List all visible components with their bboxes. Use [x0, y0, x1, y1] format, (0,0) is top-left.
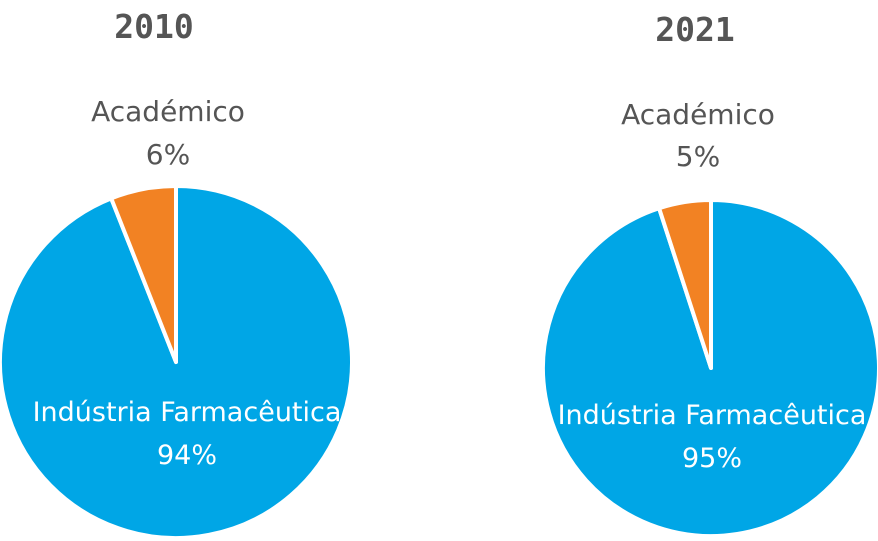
- pie-slice-academico: [657, 198, 713, 370]
- pie-chart-2010: 2010 Académico 6% Indústria Farmacêutica…: [0, 7, 354, 540]
- slice-label-academico-2021: Académico: [621, 98, 775, 131]
- chart-title-2021: 2021: [655, 10, 734, 49]
- slice-value-industria-2010: 94%: [157, 440, 217, 471]
- slice-label-industria-2021: Indústria Farmacêutica: [558, 400, 867, 431]
- pie-chart-2021: 2021 Académico 5% Indústria Farmacêutica…: [541, 10, 878, 538]
- pie-slice-industria-farmaceutica: [0, 184, 354, 540]
- slice-label-industria-2010: Indústria Farmacêutica: [33, 397, 342, 428]
- pie-2010-slices: [0, 184, 354, 540]
- slice-value-academico-2010: 6%: [146, 138, 190, 171]
- slice-value-academico-2021: 5%: [676, 140, 720, 173]
- chart-title-2010: 2010: [114, 7, 193, 46]
- slice-label-academico-2010: Académico: [91, 95, 245, 128]
- slice-value-industria-2021: 95%: [682, 443, 742, 474]
- pie-slice-academico: [109, 184, 178, 364]
- pie-2021-slices: [541, 198, 878, 538]
